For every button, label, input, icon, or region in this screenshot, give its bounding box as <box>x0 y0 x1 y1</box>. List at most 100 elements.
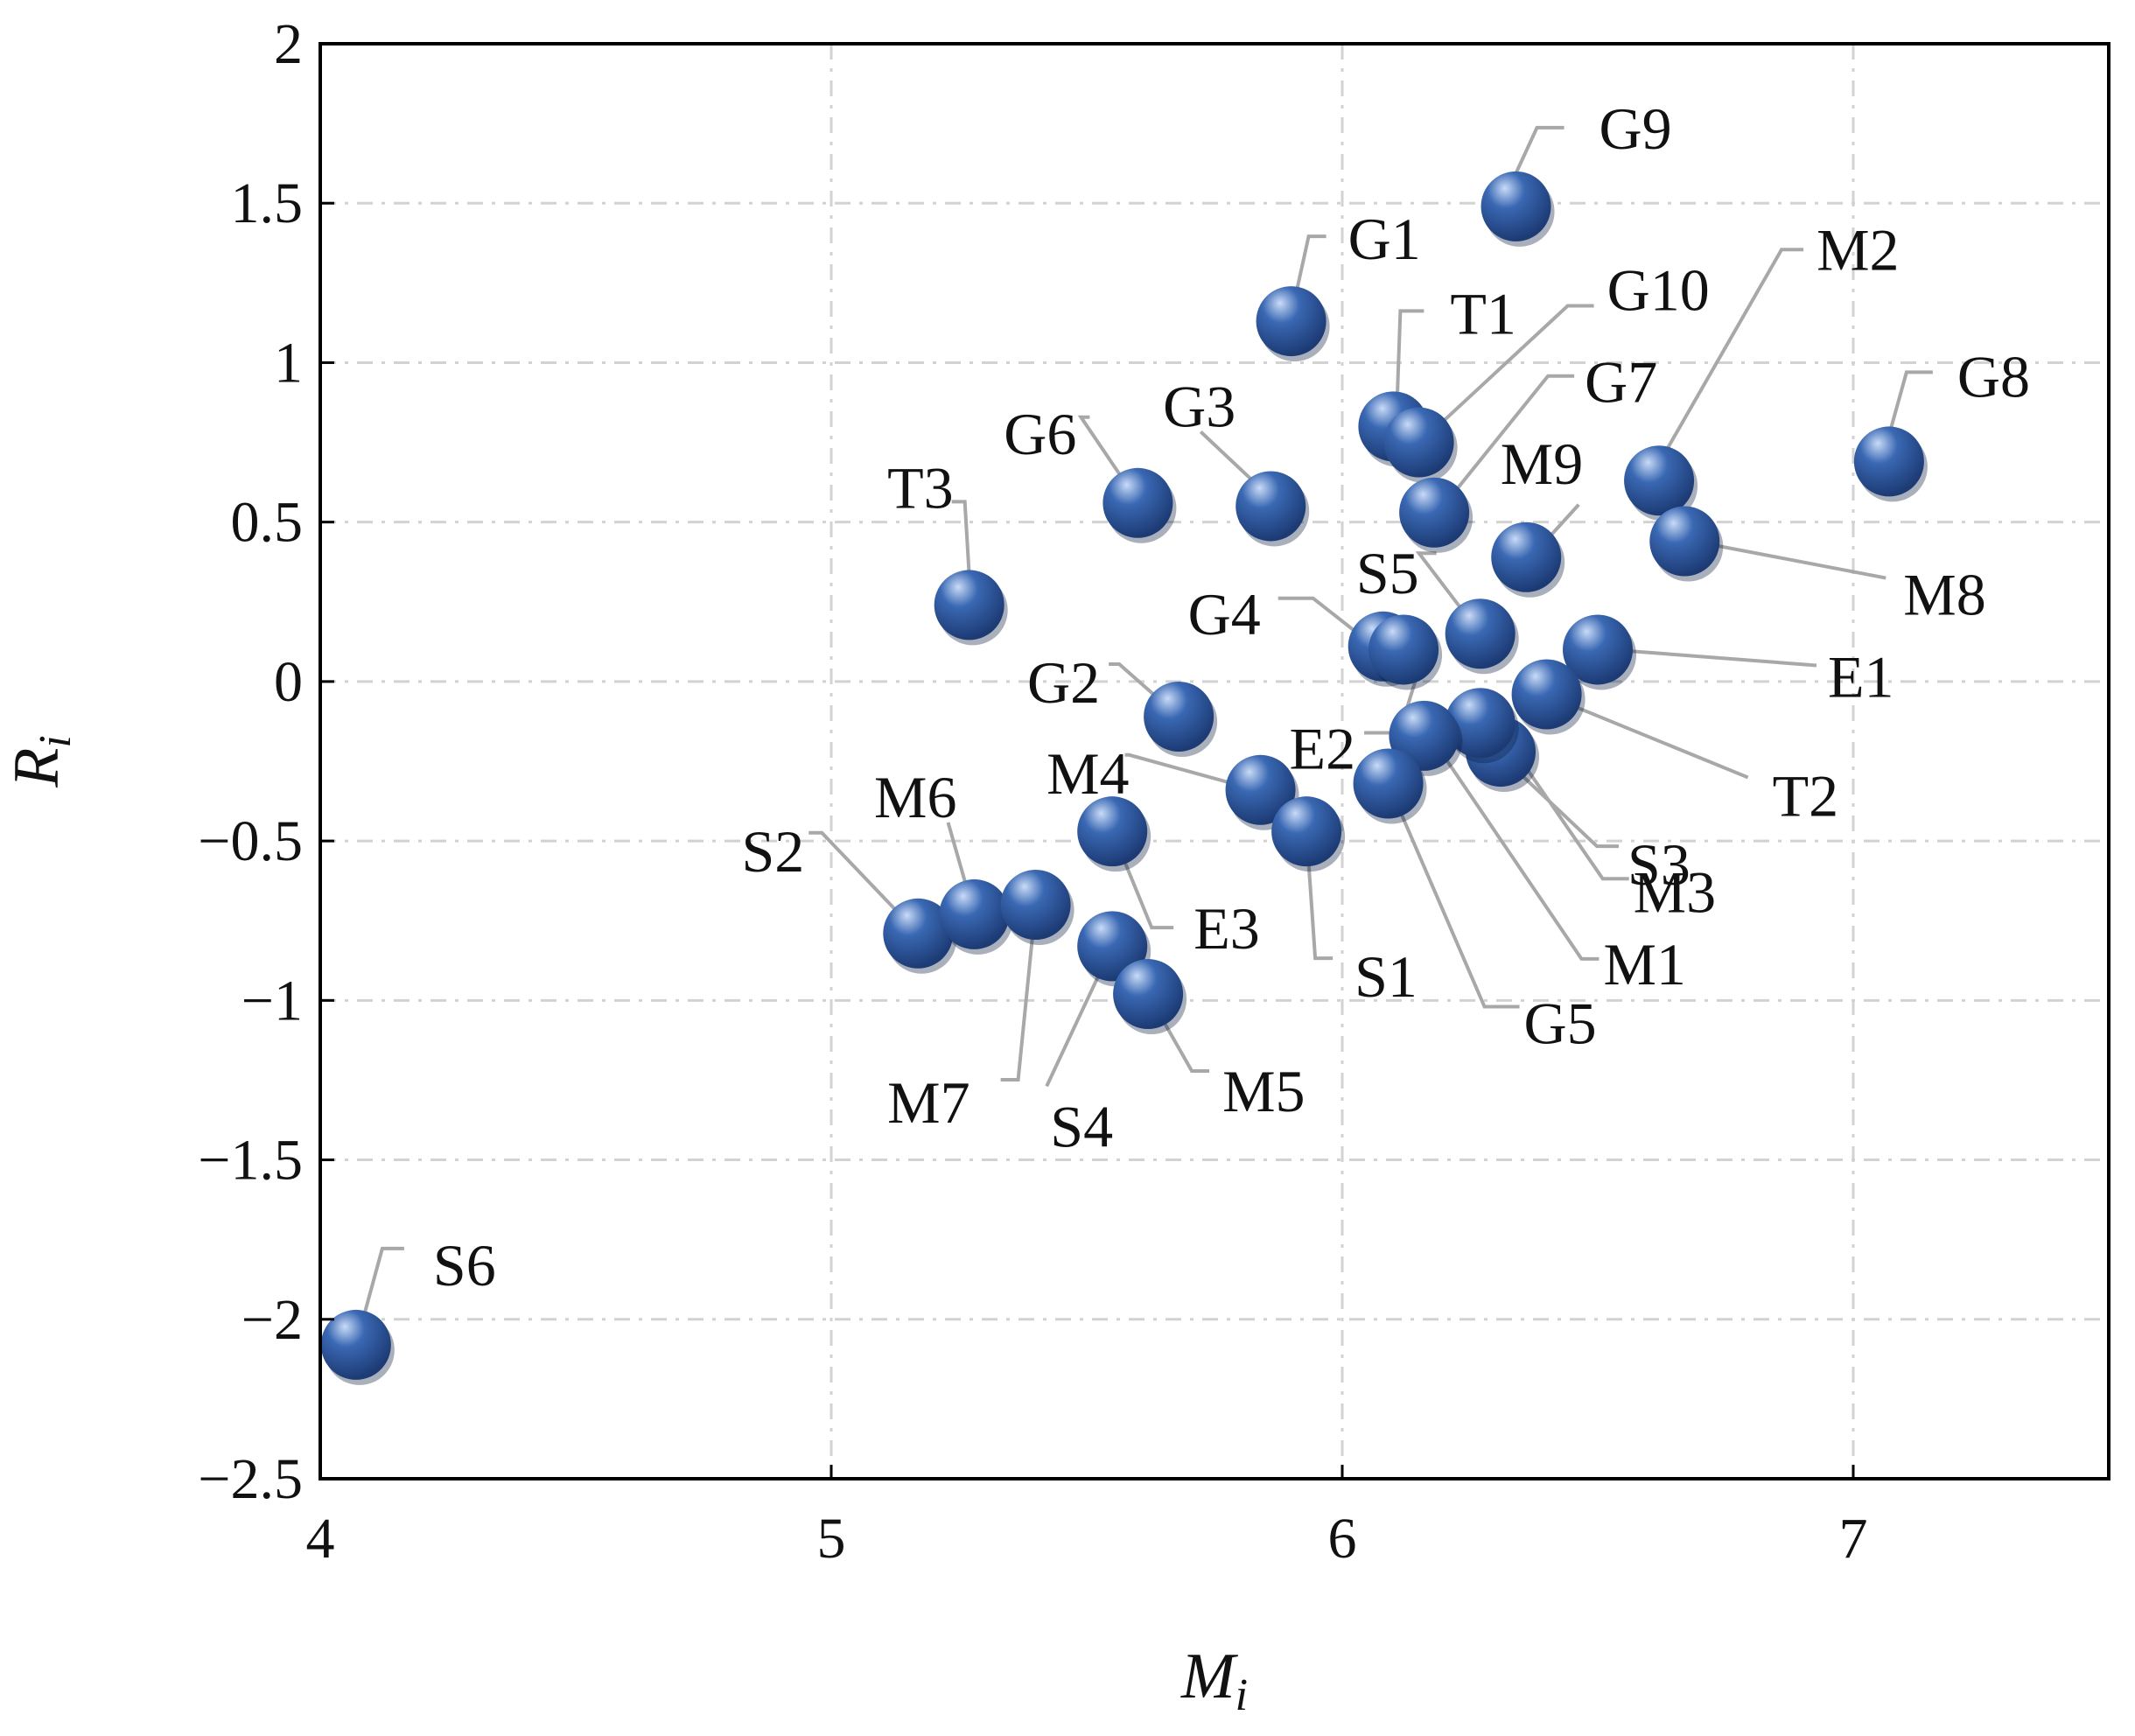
point-label-m4: M4 <box>1046 740 1129 807</box>
x-tick-label: 7 <box>1839 1507 1868 1571</box>
data-point-g1 <box>1256 286 1330 362</box>
x-axis-title-subscript: i <box>1236 1670 1248 1720</box>
data-point-e3 <box>1077 796 1152 872</box>
x-tick-labels: 4 5 6 7 <box>306 1507 1868 1571</box>
y-tick-label: −0.5 <box>198 809 303 873</box>
data-point-g8 <box>1853 426 1928 502</box>
y-axis-title-subscript: i <box>31 735 80 747</box>
x-axis-title-main: M <box>1180 1641 1239 1712</box>
point-label-g6: G6 <box>1004 401 1076 467</box>
point-label-m9: M9 <box>1501 430 1583 497</box>
point-sphere <box>1445 688 1516 759</box>
leader-line-s1 <box>1305 831 1334 961</box>
point-label-g3: G3 <box>1163 373 1236 439</box>
leader-line-t2 <box>1554 696 1749 780</box>
leader-line-g6 <box>1077 415 1140 502</box>
leader-line-g1 <box>1291 234 1326 309</box>
point-label-g2: G2 <box>1027 649 1100 716</box>
data-point-e1 <box>1563 614 1636 690</box>
data-point-t2 <box>1511 659 1586 735</box>
leader-line-s2 <box>808 830 920 935</box>
data-point-s4 <box>1077 911 1152 987</box>
point-label-m6: M6 <box>874 764 956 830</box>
leader-line-m8 <box>1692 539 1886 580</box>
data-point-m5 <box>1113 959 1187 1035</box>
data-point-s2 <box>883 898 957 974</box>
point-label-t2: T2 <box>1773 762 1839 829</box>
point-label-e3: E3 <box>1194 895 1260 962</box>
point-sphere <box>883 898 954 969</box>
point-label-g10: G10 <box>1607 257 1710 324</box>
x-tick-label: 5 <box>817 1507 846 1571</box>
point-sphere <box>1511 659 1582 730</box>
leader-line-m7 <box>1000 904 1038 1082</box>
plot-area-frame <box>318 42 2110 1480</box>
point-sphere <box>1383 407 1454 478</box>
data-point-g9 <box>1480 171 1555 247</box>
point-label-e2: E2 <box>1290 715 1356 781</box>
point-label-s4: S4 <box>1050 1093 1113 1159</box>
leader-line-m4 <box>1124 752 1257 792</box>
point-sphere <box>1480 171 1551 242</box>
data-point-t3 <box>934 570 1008 646</box>
point-sphere <box>1624 445 1695 516</box>
point-label-g7: G7 <box>1585 349 1657 416</box>
point-label-g5: G5 <box>1524 990 1597 1057</box>
point-sphere <box>1368 614 1439 685</box>
data-point-g5 <box>1353 748 1427 824</box>
point-sphere <box>1113 959 1184 1030</box>
point-sphere <box>1077 911 1148 982</box>
leader-line-g7 <box>1441 374 1575 508</box>
y-tick-label: 2 <box>274 12 303 76</box>
point-sphere <box>1225 754 1296 825</box>
point-label-g9: G9 <box>1600 95 1672 162</box>
leader-line-g8 <box>1886 370 1933 436</box>
point-sphere <box>1271 796 1342 867</box>
x-tick-label: 4 <box>306 1507 335 1571</box>
y-tick-labels: 2 1.5 1 0.5 0 −0.5 −1 −1.5 −2 −2.5 <box>198 12 303 1511</box>
point-label-m5: M5 <box>1222 1058 1305 1124</box>
point-label-e1: E1 <box>1828 643 1894 710</box>
point-label-g1: G1 <box>1348 206 1421 272</box>
data-point-g7 <box>1399 477 1474 553</box>
data-point-m9 <box>1491 522 1565 598</box>
tick-layer <box>318 42 1855 1480</box>
leader-line-m1 <box>1413 712 1600 961</box>
data-point-s5 <box>1445 598 1519 675</box>
point-label-m2: M2 <box>1816 216 1899 283</box>
data-point-e2 <box>1368 614 1443 690</box>
point-label-s5: S5 <box>1356 540 1419 606</box>
y-tick-label: −2 <box>242 1288 303 1352</box>
grid-layer <box>320 44 2109 1479</box>
point-label-m7: M7 <box>887 1069 970 1136</box>
point-sphere <box>1853 426 1924 497</box>
point-sphere <box>934 570 1004 640</box>
point-sphere <box>1491 522 1562 592</box>
point-sphere <box>1389 700 1460 771</box>
y-axis-title-main: R <box>1 748 73 788</box>
point-sphere <box>939 878 1010 949</box>
data-point-g10 <box>1383 407 1458 483</box>
data-point-m8 <box>1649 506 1724 582</box>
leader-line-g10 <box>1422 304 1594 442</box>
data-point-g3 <box>1236 471 1310 547</box>
point-sphere <box>1077 796 1148 867</box>
point-sphere <box>1144 681 1214 752</box>
point-sphere <box>1236 471 1306 542</box>
y-tick-label: −1.5 <box>198 1129 303 1193</box>
point-label-m1: M1 <box>1603 931 1685 998</box>
point-label-g4: G4 <box>1188 581 1261 648</box>
data-point-g6 <box>1102 467 1177 543</box>
y-axis-title: Ri <box>1 735 80 788</box>
point-label-s2: S2 <box>741 818 804 885</box>
point-label-t1: T1 <box>1450 280 1516 346</box>
data-point-layer <box>320 171 1928 1385</box>
data-point-s1 <box>1271 796 1346 872</box>
point-label-g8: G8 <box>1957 343 2030 410</box>
point-sphere <box>320 1309 391 1380</box>
data-point-m7 <box>1000 870 1074 945</box>
y-tick-label: −1 <box>242 969 303 1032</box>
leader-line-m2 <box>1657 248 1804 465</box>
